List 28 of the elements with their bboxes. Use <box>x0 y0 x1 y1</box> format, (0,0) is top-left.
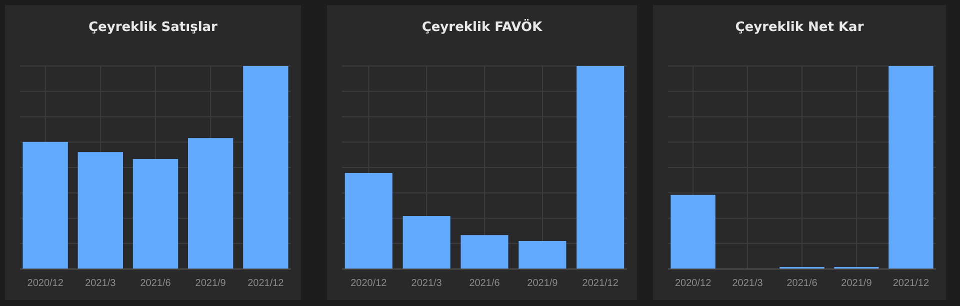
x-tick-label: 2021/6 <box>786 278 818 290</box>
bar <box>22 142 68 269</box>
bar <box>460 235 508 269</box>
chart-title: Çeyreklik Net Kar <box>735 20 864 35</box>
x-tick-label: 2021/6 <box>469 278 500 290</box>
x-tick-label: 2021/3 <box>732 278 764 290</box>
x-tick-label: 2021/12 <box>248 278 284 290</box>
bar <box>402 216 450 269</box>
bar <box>132 158 178 269</box>
x-tick-label: 2021/9 <box>195 278 226 290</box>
x-tick-label: 2021/6 <box>140 278 172 290</box>
x-tick-label: 2021/3 <box>85 278 116 290</box>
bar <box>243 66 288 269</box>
chart-title: Çeyreklik Satışlar <box>88 20 218 35</box>
x-tick-label: 2021/9 <box>527 278 558 290</box>
bar <box>344 172 392 269</box>
x-tick-label: 2021/3 <box>411 278 442 290</box>
bar <box>188 138 234 269</box>
bar <box>78 152 123 269</box>
bar <box>518 240 566 269</box>
bar <box>576 66 624 269</box>
x-tick-label: 2020/12 <box>350 278 388 290</box>
x-tick-label: 2021/12 <box>582 278 619 290</box>
x-tick-label: 2020/12 <box>27 278 64 290</box>
x-tick-label: 2021/12 <box>892 278 930 290</box>
x-tick-label: 2020/12 <box>674 278 712 290</box>
chart-title: Çeyreklik FAVÖK <box>422 18 544 35</box>
x-tick-label: 2021/9 <box>841 278 872 290</box>
